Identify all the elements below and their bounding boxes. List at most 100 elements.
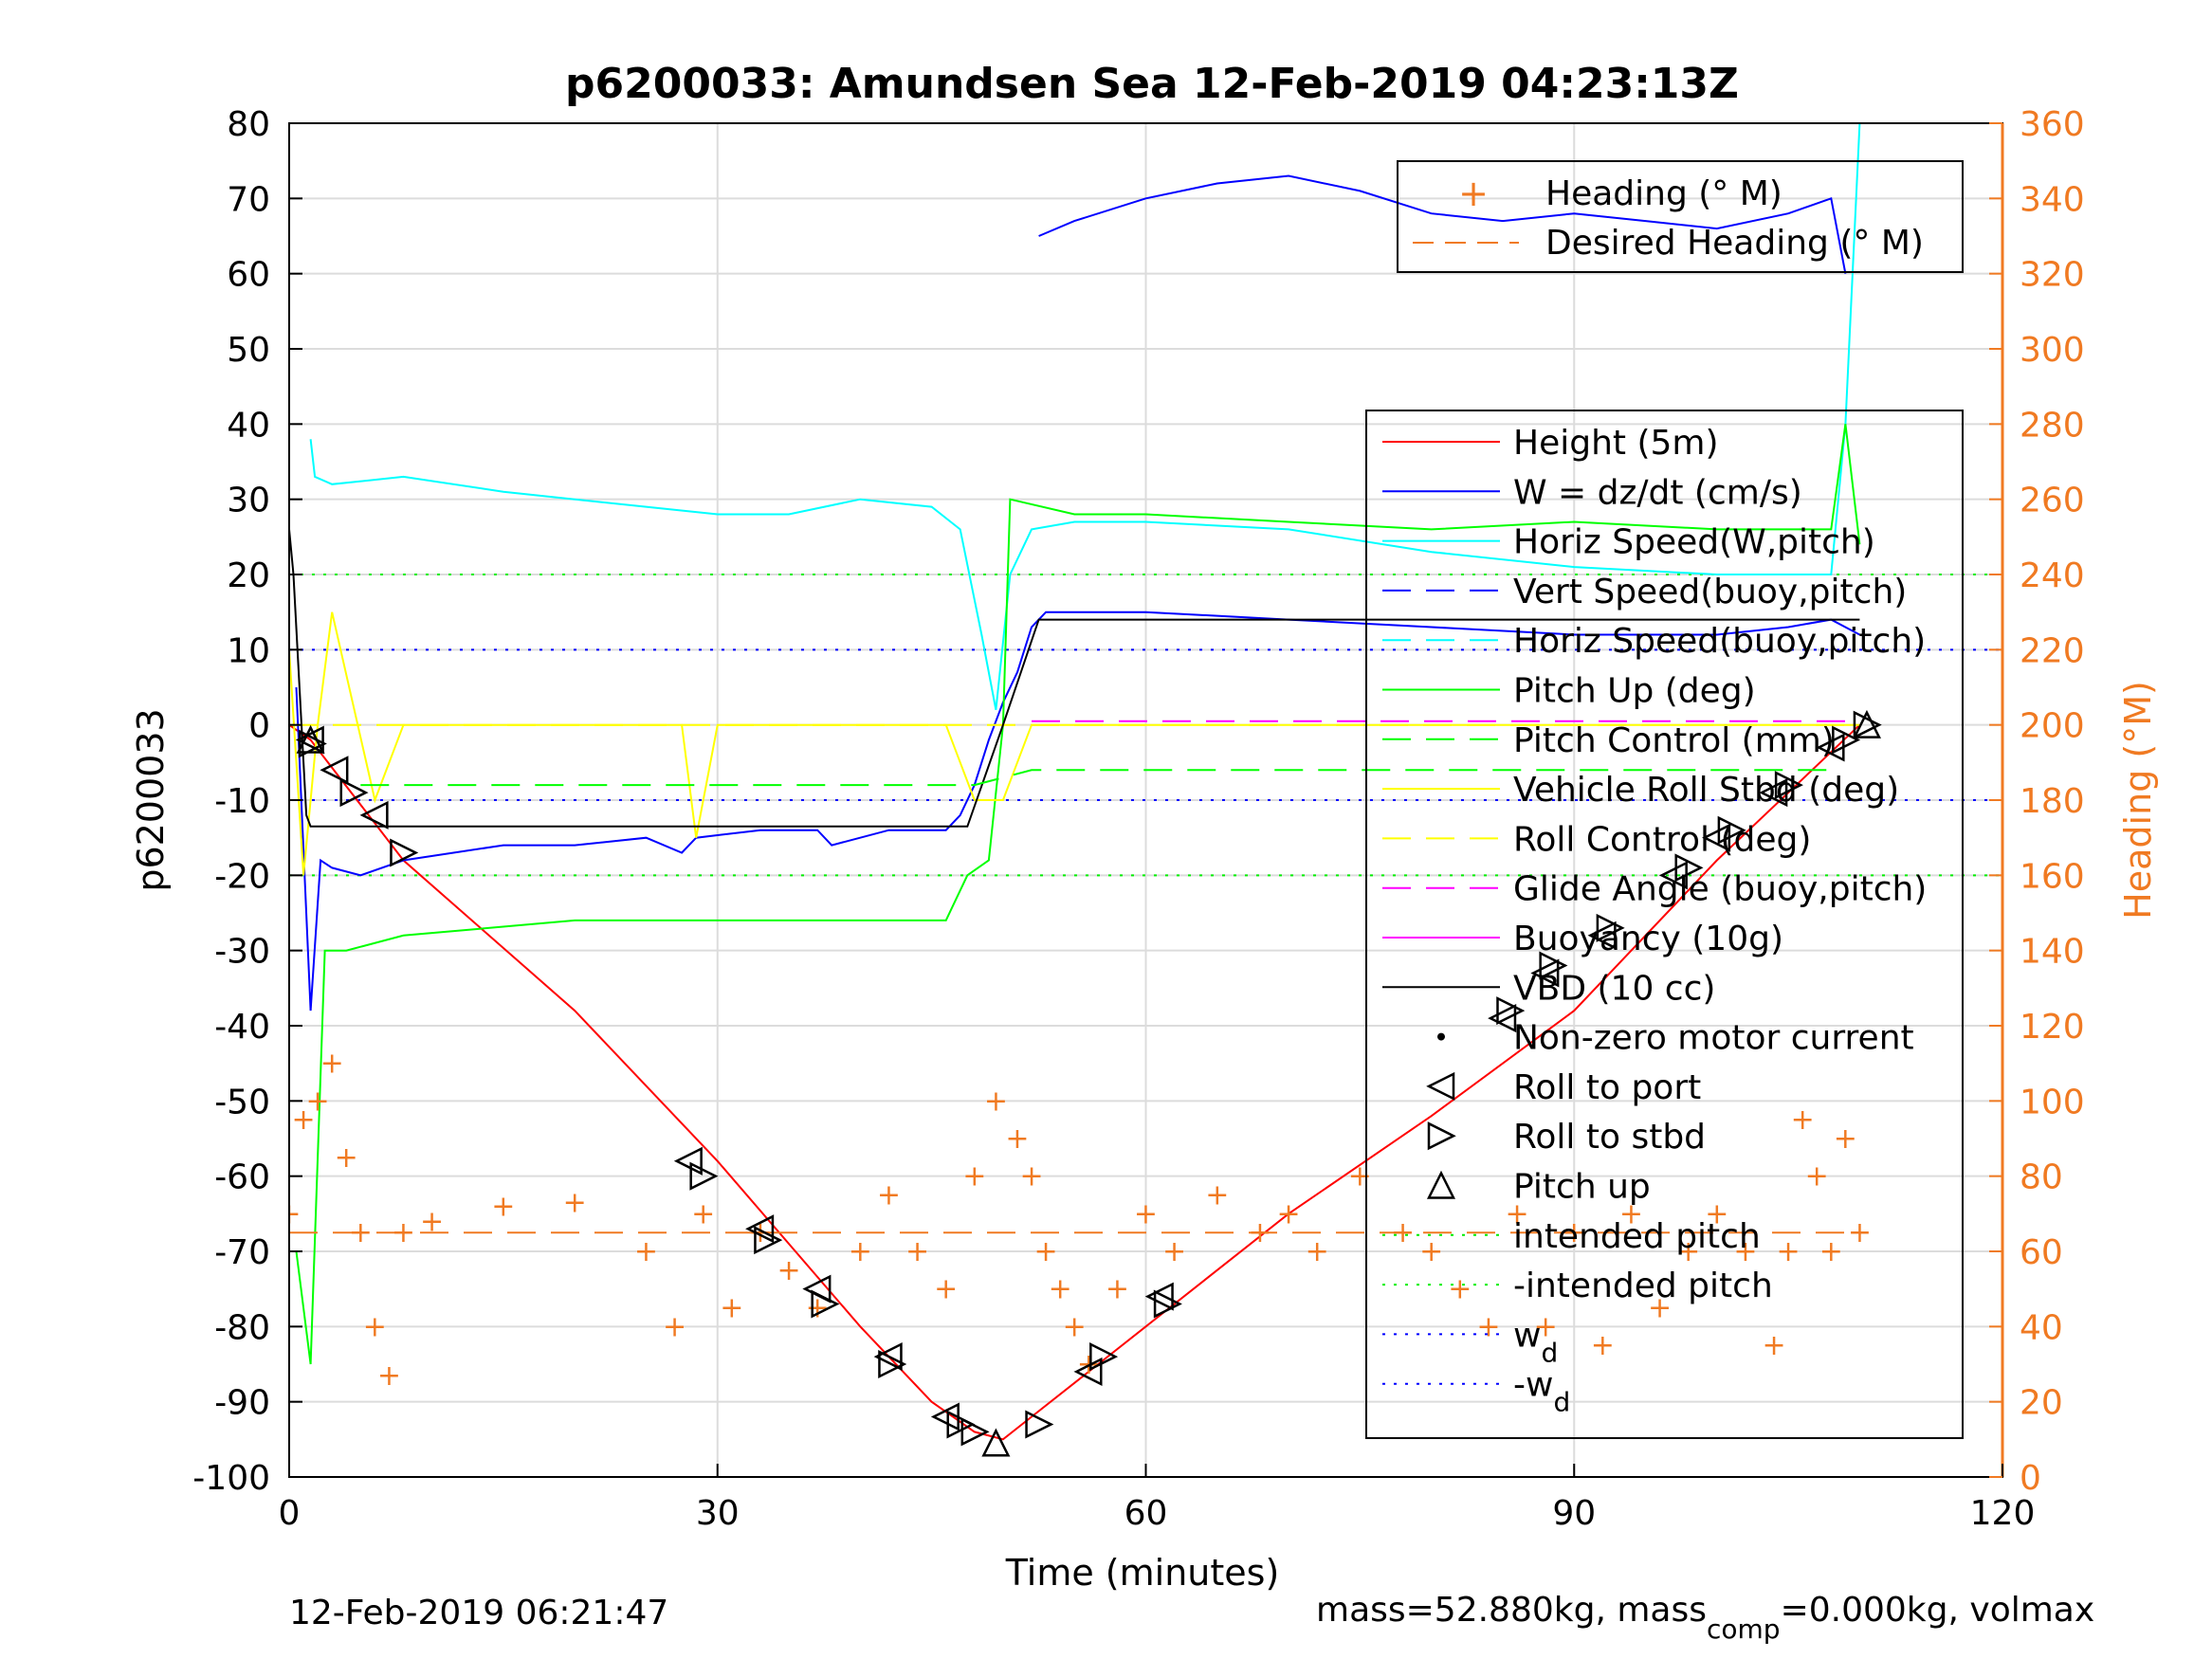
legend-entry-label: W = dz/dt (cm/s) [1513,473,1802,512]
heading-point: + [934,1273,958,1306]
heading-point: + [877,1179,901,1212]
y2-tick-label: 80 [2020,1158,2063,1197]
legend-main-box [1365,410,1964,1439]
heading-point: + [1419,1235,1443,1268]
heading-point: + [320,1048,344,1081]
heading-point: + [1205,1179,1229,1212]
series-layer: +++++++++ + + +++++++++++++++++++++++++++++… [277,123,1872,1441]
heading-point: + [377,1359,401,1393]
roll-to-stbd-marker [811,1289,840,1319]
heading-point: + [1591,1329,1615,1362]
heading-point: + [1162,1235,1186,1268]
roll-to-stbd-marker [1153,1289,1182,1319]
roll-to-stbd-marker [1853,710,1882,739]
x-axis-ticks: 0 30 60 90 120 [279,1464,2036,1533]
heading-point: + [335,1141,358,1175]
legend-entry-label: VBD (10 cc) [1513,969,1715,1008]
y2-tick-label: 120 [2020,1008,2085,1047]
legend-entry-label: Glide Angle (buoy,pitch) [1513,870,1927,909]
pitch-up-marker [981,1428,1011,1457]
heading-point: + [777,1254,800,1287]
y-tick-label: 50 [227,331,270,370]
heading-point: + [1819,1235,1843,1268]
x-tick-label: 60 [1124,1494,1168,1533]
y2-tick-label: 280 [2020,406,2085,445]
y2-axis-ticks: 3603403203002802602402202001801601401201… [1989,105,2085,1498]
x-tick-label: 120 [1970,1494,2036,1533]
heading-point: + [1805,1160,1829,1194]
y2-tick-label: 360 [2020,105,2085,144]
legend-entry-label: Vert Speed(buoy,pitch) [1513,573,1907,611]
y-tick-label: -100 [192,1459,270,1498]
marker-layer [295,709,1882,1457]
y-axis-ticks: 80 70 60 50 40 30 20 10 0 -10 -20 -30 -40 -50 -60 -70 -8… [192,105,302,1498]
heading-point: + [1648,1292,1672,1325]
y2-tick-label: 160 [2020,857,2085,896]
legend-desired-heading-label: Desired Heading (° M) [1545,224,1924,263]
y2-tick-label: 180 [2020,782,2085,821]
roll-to-port-marker [745,1214,775,1244]
legend-entry-subscript: d [1541,1337,1558,1368]
y2-axis-label: Heading (°M) [2117,681,2159,920]
heading-point: + [563,1186,587,1219]
y-tick-label: 80 [227,105,270,144]
legend-heading-label: Heading (° M) [1545,174,1782,213]
roll-to-port-marker [1073,1357,1103,1386]
heading-point: + [1534,1310,1558,1343]
series-line [289,529,1860,828]
heading-point: + [962,1160,986,1194]
heading-point: + [1762,1329,1785,1362]
y-tick-label: -60 [214,1158,270,1197]
x-tick-label: 0 [279,1494,301,1533]
heading-point: + [663,1310,686,1343]
roll-to-stbd-marker [878,1349,907,1379]
roll-to-stbd-marker [1832,725,1861,755]
legend-entry-label: Roll to stbd [1513,1118,1706,1157]
roll-to-stbd-marker [1025,1410,1054,1439]
legend-entry-label: Vehicle Roll Stbd (deg) [1513,771,1899,810]
roll-to-port-marker [873,1342,903,1372]
heading-point: + [1063,1310,1087,1343]
roll-to-port-marker [1530,958,1560,988]
heading-point: + [1448,1273,1472,1306]
roll-to-port-marker [673,1146,703,1176]
heading-point: + [720,1292,743,1325]
heading-point: + [277,1197,301,1231]
legend-entry-subscript: d [1553,1387,1570,1418]
heading-point: + [1049,1273,1072,1306]
y2-tick-label: 240 [2020,556,2085,595]
legend-entry-label: Roll Control (deg) [1513,820,1811,859]
y-tick-label: 30 [227,482,270,520]
y-tick-label: -10 [214,782,270,821]
heading-point: + [491,1190,515,1223]
heading-point: + [1277,1197,1301,1231]
heading-point: + [1834,1122,1857,1156]
y2-tick-label: 200 [2020,707,2085,746]
y2-tick-label: 100 [2020,1083,2085,1121]
roll-to-stbd-marker [1089,1342,1119,1372]
y-tick-label: 10 [227,631,270,670]
heading-point: + [1106,1273,1129,1306]
roll-to-port-marker [320,756,349,785]
series-line [360,769,1832,787]
y2-tick-label: 60 [2020,1233,2063,1272]
heading-point: + [849,1235,872,1268]
legend-heading-box [1397,160,1964,273]
y-tick-label: -40 [214,1008,270,1047]
series-line [295,424,1861,1365]
y2-tick-label: 0 [2020,1459,2041,1498]
footer-mass-sub: comp [1707,1613,1781,1645]
heading-point: + [1476,1310,1500,1343]
y-tick-label: 70 [227,180,270,219]
y-tick-label: -50 [214,1083,270,1121]
heading-point: + [1848,1216,1872,1249]
roll-to-stbd-marker [754,1226,783,1255]
y-tick-label: 60 [227,256,270,295]
footer-mass: mass=52.880kg, masscomp=0.000kg, volmax [1316,1591,2094,1645]
heading-point: + [905,1235,929,1268]
legend-sample-marker [1426,1170,1456,1199]
roll-to-stbd-marker [1674,853,1704,883]
heading-point: + [363,1310,387,1343]
legend-main: Height (5m) W = dz/dt (cm/s) Horiz Speed(W… [1365,410,1964,1439]
series-line [1038,174,1847,274]
